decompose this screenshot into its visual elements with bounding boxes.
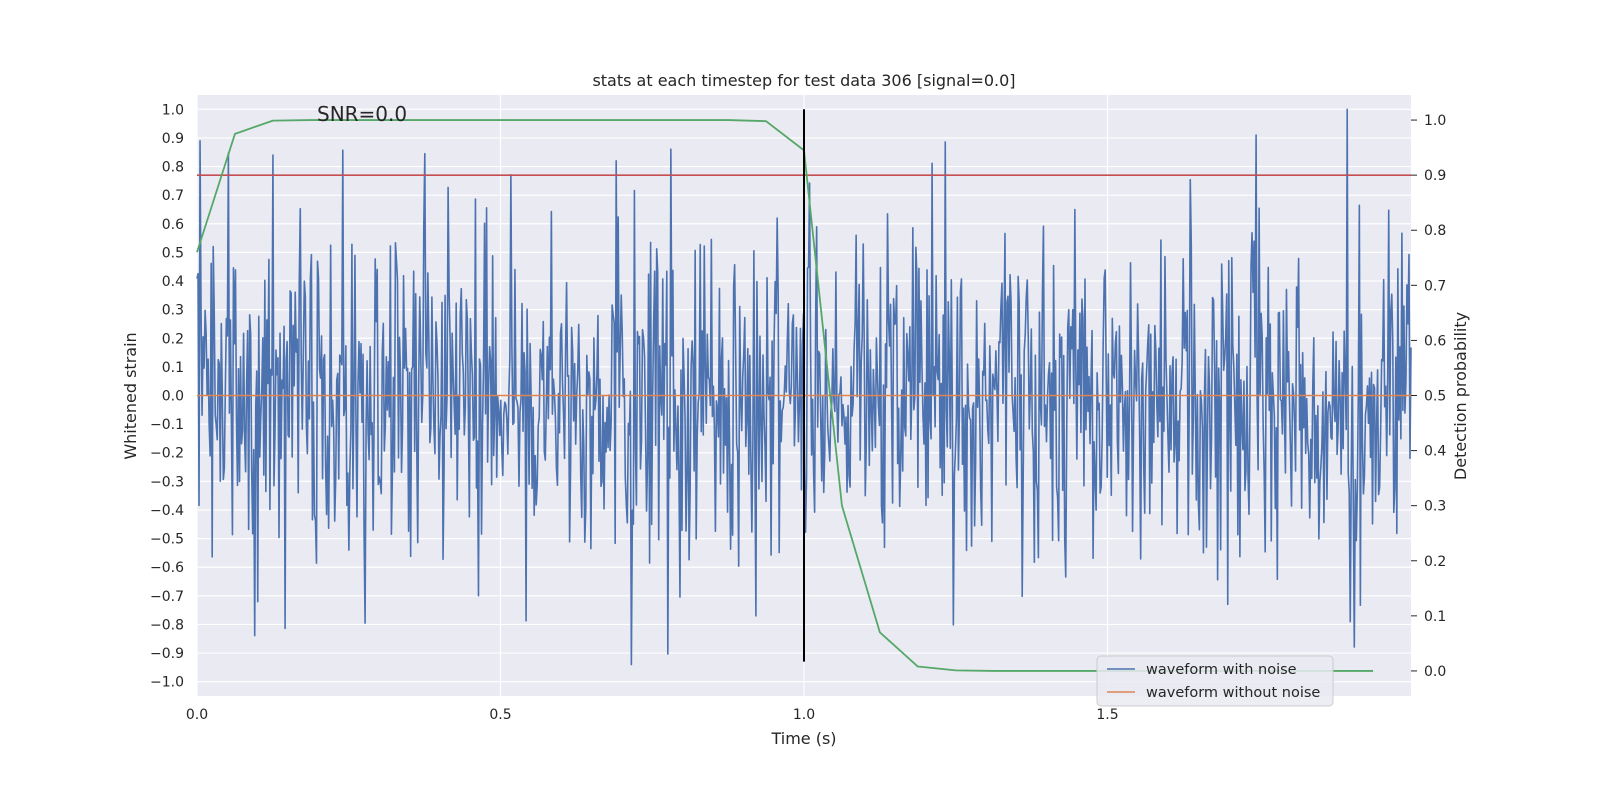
legend-label-clean: waveform without noise [1146, 685, 1320, 701]
y-tick-label: 0.6 [162, 217, 184, 233]
snr-annotation: SNR=0.0 [317, 102, 407, 126]
y2-tick-label: 0.3 [1424, 499, 1446, 515]
legend-box [1096, 655, 1334, 707]
y-tick-label: −0.9 [150, 646, 184, 662]
y2-tick-label: 0.5 [1424, 389, 1446, 405]
y2-tick-label: 0.1 [1424, 609, 1446, 625]
legend: waveform with noise waveform without noi… [1096, 655, 1334, 707]
y2-tick-label: 0.7 [1424, 278, 1446, 294]
y2-tick-label: 0.4 [1424, 444, 1446, 460]
y-tick-label: 0.1 [162, 360, 184, 376]
x-tick-label: 1.0 [793, 707, 815, 723]
y2-tick-label: 0.6 [1424, 333, 1446, 349]
y-tick-label: 0.5 [162, 245, 184, 261]
y-tick-label: −1.0 [150, 675, 184, 691]
y-tick-label: 1.0 [162, 102, 184, 118]
y2-axis-title: Detection probability [1451, 312, 1470, 480]
y-tick-label: −0.5 [150, 532, 184, 548]
y-tick-label: 0.4 [162, 274, 184, 290]
y-tick-label: −0.7 [150, 589, 184, 605]
y-tick-label: −0.8 [150, 617, 184, 633]
x-axis: 0.0 0.5 1.0 1.5 [186, 707, 1119, 723]
x-axis-title: Time (s) [770, 729, 836, 748]
y-tick-label: −0.6 [150, 560, 184, 576]
y-tick-label: −0.1 [150, 417, 184, 433]
y2-tick-label: 0.2 [1424, 554, 1446, 570]
y-tick-label: 0.2 [162, 331, 184, 347]
y-tick-label: −0.2 [150, 446, 184, 462]
y-tick-label: 0.9 [162, 131, 184, 147]
y-axis-title: Whitened strain [121, 332, 140, 459]
legend-label-noise: waveform with noise [1146, 662, 1297, 678]
y-tick-label: 0.7 [162, 188, 184, 204]
x-tick-label: 0.0 [186, 707, 208, 723]
y2-tick-label: 0.9 [1424, 168, 1446, 184]
y2-axis: 1.0 0.9 0.8 0.7 0.6 0.5 0.4 0.3 0.2 0.1 0.0 [1411, 113, 1446, 680]
y2-tick-label: 1.0 [1424, 113, 1446, 129]
x-tick-label: 0.5 [489, 707, 511, 723]
y2-tick-label: 0.8 [1424, 223, 1446, 239]
chart-title: stats at each timestep for test data 306… [592, 71, 1015, 90]
y-axis: 1.0 0.9 0.8 0.7 0.6 0.5 0.4 0.3 0.2 0.1 0.0 −0.1 −0.… [150, 102, 184, 690]
y-tick-label: 0.0 [162, 389, 184, 405]
y2-tick-label: 0.0 [1424, 664, 1446, 680]
x-tick-label: 1.5 [1096, 707, 1118, 723]
y-tick-label: 0.8 [162, 160, 184, 176]
y-tick-label: −0.3 [150, 474, 184, 490]
y-tick-label: 0.3 [162, 303, 184, 319]
y-tick-label: −0.4 [150, 503, 184, 519]
